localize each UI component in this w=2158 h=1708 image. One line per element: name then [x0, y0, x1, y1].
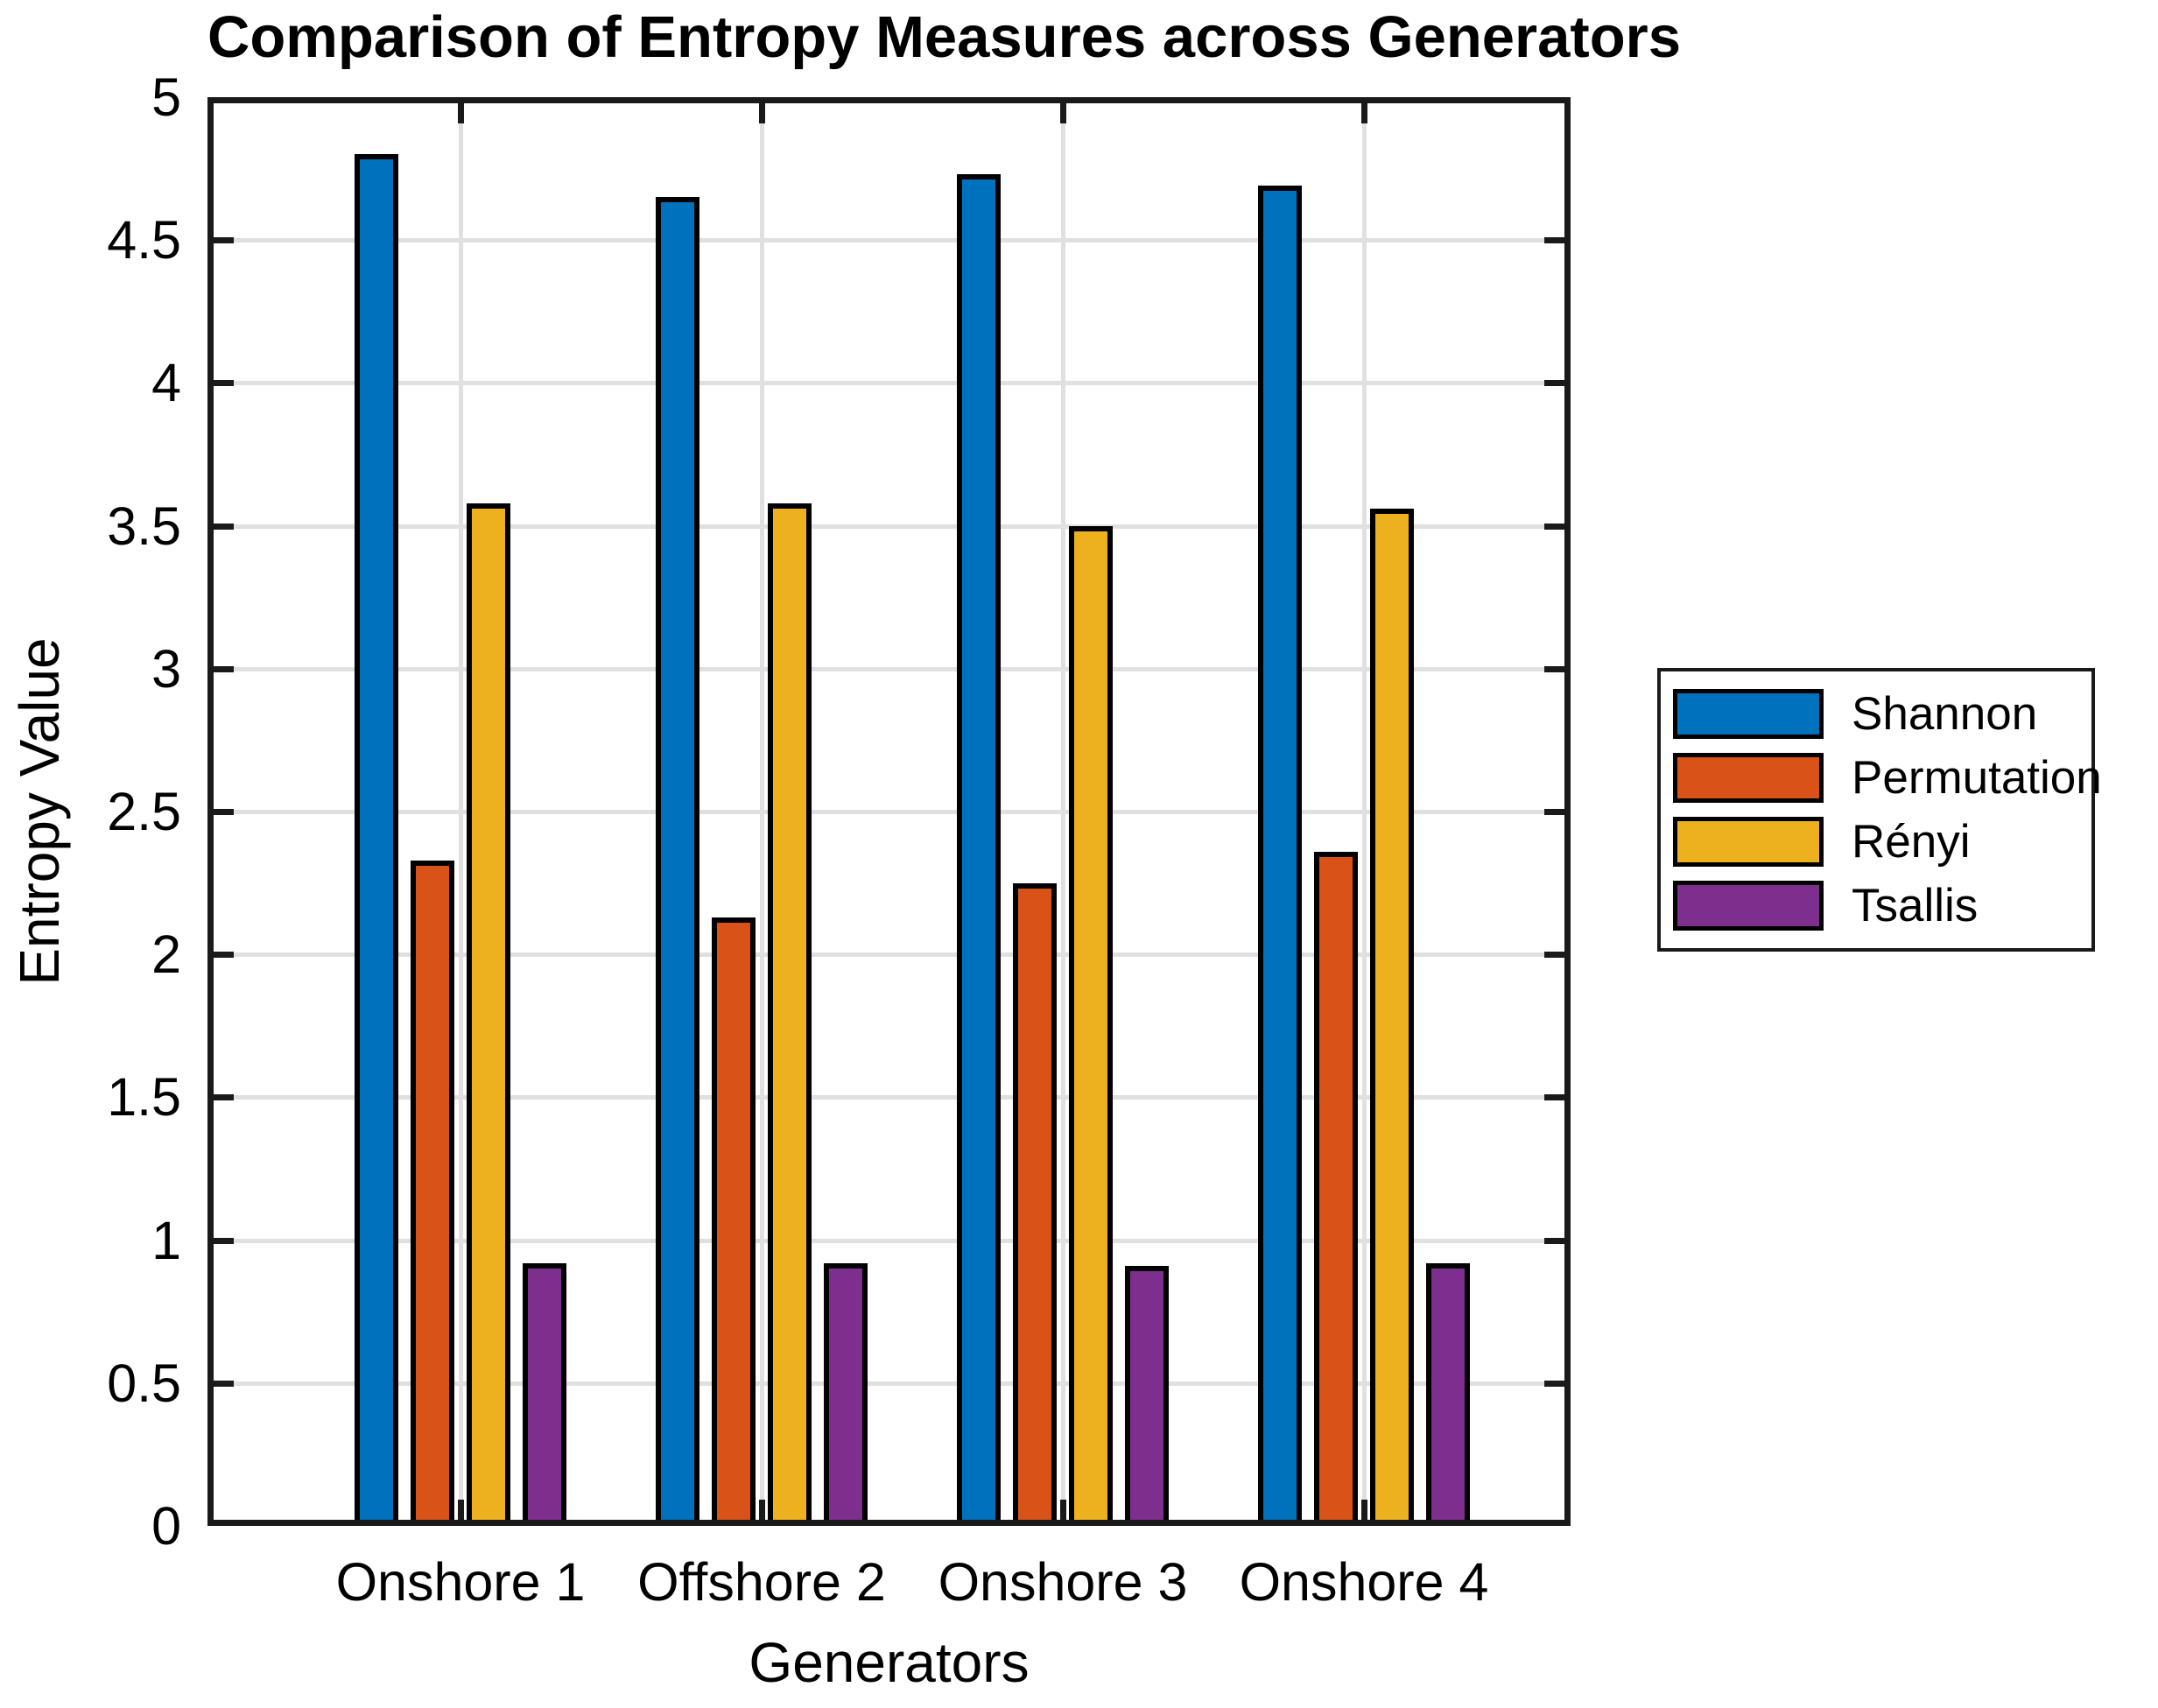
y-tick-label: 1.5: [107, 1067, 181, 1128]
y-tick-mark: [207, 380, 234, 387]
y-tick-mark: [1544, 1237, 1571, 1244]
bar-tsallis-onshore-3: [1125, 1265, 1169, 1526]
bar-rényi-offshore-2: [768, 503, 812, 1526]
y-tick-labels: 0 0.5 1 1.5 2 2.5 3 3.5 4 4.5 5: [0, 71, 181, 1553]
x-tick-mark: [458, 97, 464, 123]
y-tick-mark: [1544, 809, 1571, 815]
y-tick-label: 2: [151, 924, 181, 985]
bar-rényi-onshore-4: [1370, 509, 1414, 1526]
x-tick-mark: [1060, 97, 1066, 123]
y-tick-mark: [1544, 237, 1571, 244]
legend-label-tsallis: Tsallis: [1852, 879, 1979, 931]
y-tick-label: 3.5: [107, 496, 181, 556]
v-gridline: [459, 97, 463, 1526]
bar-permutation-onshore-4: [1314, 851, 1358, 1526]
y-tick-mark: [1544, 97, 1571, 103]
legend-swatch-permutation: [1673, 753, 1824, 804]
h-gridline: [207, 1238, 1571, 1243]
bar-tsallis-onshore-1: [523, 1262, 566, 1526]
h-gridline: [207, 952, 1571, 958]
y-tick-label: 5: [151, 67, 181, 127]
y-tick-label: 2.5: [107, 782, 181, 841]
h-gridline: [207, 810, 1571, 814]
x-tick-mark: [759, 1500, 765, 1526]
plot-area: [207, 97, 1571, 1526]
y-tick-mark: [207, 1237, 234, 1244]
bar-permutation-onshore-1: [411, 860, 454, 1526]
y-tick-mark: [207, 237, 234, 244]
bar-permutation-onshore-3: [1013, 882, 1057, 1526]
x-axis-label: Generators: [749, 1631, 1030, 1694]
h-gridline: [207, 238, 1571, 243]
y-tick-mark: [207, 97, 234, 103]
legend-swatch-shannon: [1673, 689, 1824, 740]
y-tick-mark: [207, 665, 234, 672]
y-tick-label: 0.5: [107, 1353, 181, 1413]
legend-label-renyi: Rényi: [1852, 815, 1971, 868]
bar-tsallis-onshore-4: [1426, 1262, 1470, 1526]
bar-shannon-onshore-4: [1258, 186, 1302, 1526]
bar-shannon-onshore-3: [957, 174, 1001, 1526]
legend-item-permutation: Permutation: [1673, 752, 2102, 805]
bar-tsallis-offshore-2: [824, 1262, 868, 1526]
bar-rényi-onshore-3: [1069, 525, 1113, 1526]
legend-item-renyi: Rényi: [1673, 815, 2091, 868]
h-gridline: [207, 1381, 1571, 1386]
bar-shannon-offshore-2: [656, 197, 699, 1526]
h-gridline: [207, 666, 1571, 671]
bar-permutation-offshore-2: [712, 917, 756, 1526]
y-tick-label: 4: [151, 353, 181, 413]
legend: Shannon Permutation Rényi Tsallis: [1657, 668, 2102, 952]
y-tick-label: 1: [151, 1210, 181, 1270]
legend-item-shannon: Shannon: [1673, 688, 2091, 741]
legend-swatch-renyi: [1673, 816, 1824, 867]
y-tick-label: 4.5: [107, 210, 181, 271]
bar-shannon-onshore-1: [355, 154, 398, 1526]
y-tick-mark: [207, 1520, 234, 1526]
bar-rényi-onshore-1: [467, 503, 510, 1526]
legend-item-tsallis: Tsallis: [1673, 879, 2091, 931]
x-tick-mark: [1060, 1500, 1066, 1526]
x-tick-label-onshore-1: Onshore 1: [335, 1552, 586, 1612]
h-gridline: [207, 381, 1571, 386]
x-tick-label-onshore-3: Onshore 3: [938, 1552, 1188, 1612]
y-tick-mark: [1544, 1380, 1571, 1387]
y-tick-mark: [1544, 665, 1571, 672]
legend-swatch-tsallis: [1673, 880, 1824, 931]
y-tick-label: 0: [151, 1496, 181, 1556]
y-tick-mark: [1544, 380, 1571, 387]
x-tick-mark: [1361, 97, 1367, 123]
y-tick-mark: [1544, 952, 1571, 959]
y-tick-mark: [1544, 1520, 1571, 1526]
legend-label-permutation: Permutation: [1852, 752, 2102, 805]
h-gridline: [207, 524, 1571, 529]
x-tick-mark: [1361, 1500, 1367, 1526]
h-gridline: [207, 1095, 1571, 1100]
legend-label-shannon: Shannon: [1852, 688, 2038, 741]
y-tick-mark: [207, 952, 234, 959]
y-tick-mark: [1544, 1094, 1571, 1101]
y-tick-mark: [207, 1094, 234, 1101]
x-tick-label-offshore-2: Offshore 2: [637, 1552, 886, 1612]
y-tick-label: 3: [151, 638, 181, 699]
v-gridline: [760, 97, 764, 1526]
x-tick-mark: [759, 97, 765, 123]
x-tick-label-onshore-4: Onshore 4: [1239, 1552, 1489, 1612]
v-gridline: [1362, 97, 1367, 1526]
x-tick-mark: [458, 1500, 464, 1526]
y-tick-mark: [207, 523, 234, 530]
v-gridline: [1061, 97, 1065, 1526]
chart-title: Comparison of Entropy Measures across Ge…: [207, 4, 1681, 70]
y-tick-mark: [207, 1380, 234, 1387]
y-tick-mark: [207, 809, 234, 815]
y-tick-mark: [1544, 523, 1571, 530]
